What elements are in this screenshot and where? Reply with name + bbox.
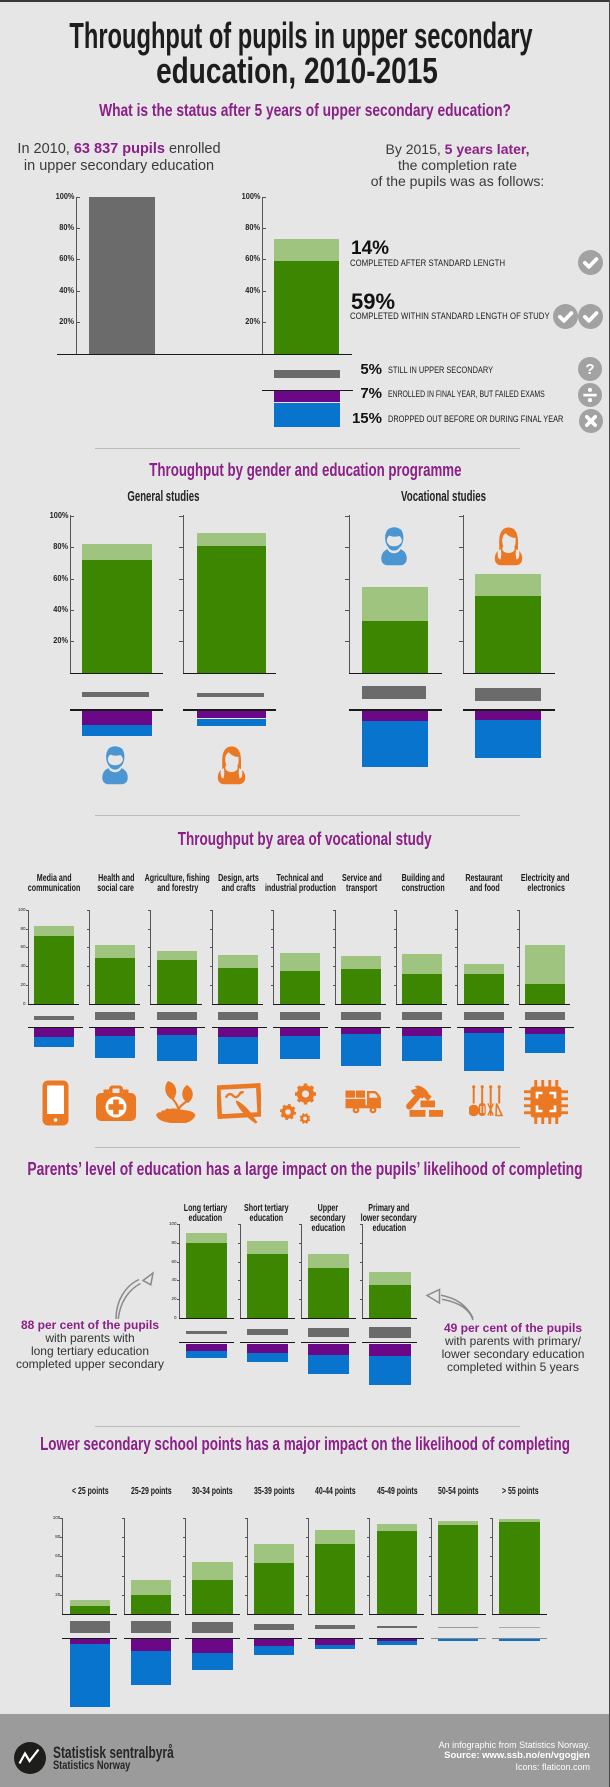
svg-text:?: ?: [586, 361, 595, 378]
